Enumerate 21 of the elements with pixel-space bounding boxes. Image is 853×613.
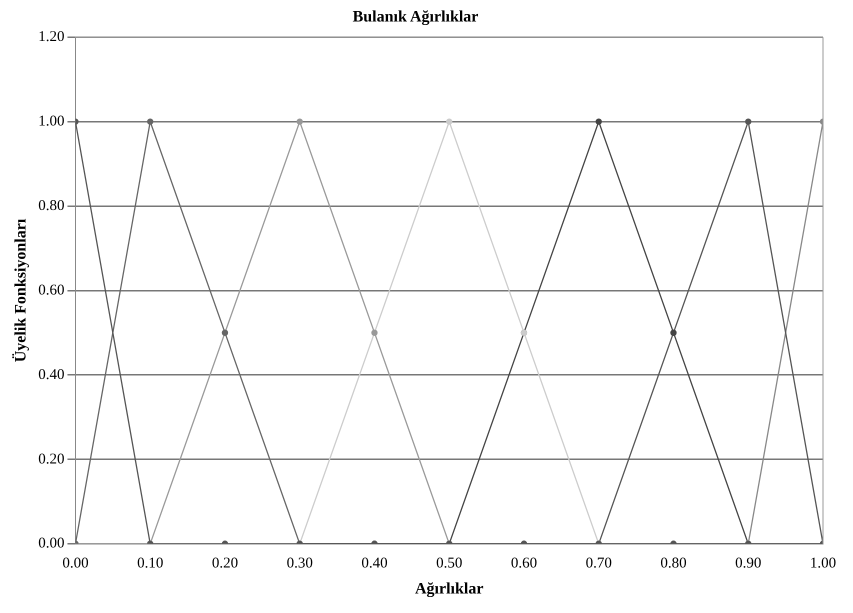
y-tick-label: 0.20 (38, 451, 64, 468)
y-tick-label: 0.60 (38, 282, 64, 298)
x-tick-label: 0.80 (660, 556, 687, 572)
x-tick-label: 0.50 (436, 556, 462, 572)
x-tick-label: 0.30 (286, 556, 313, 572)
x-tick-label: 0.40 (361, 556, 388, 572)
x-tick-label: 0.10 (137, 556, 164, 572)
x-tick-label: 0.00 (62, 556, 89, 572)
y-tick-label: 0.80 (38, 198, 64, 214)
x-tick-label: 0.90 (735, 556, 762, 572)
y-tick-label: 1.00 (38, 114, 64, 130)
x-tick-label: 1.00 (810, 556, 836, 572)
y-axis-title: Üyelik Fonksiyonları (12, 218, 30, 362)
x-tick-label: 0.20 (212, 556, 238, 572)
y-tick-label: 0.40 (38, 366, 64, 383)
y-tick-label: 1.20 (38, 29, 64, 46)
chart-title: Bulanık Ağırlıklar (352, 8, 478, 26)
x-axis-title: Ağırlıklar (415, 580, 484, 598)
x-tick-label: 0.70 (586, 556, 612, 572)
y-tick-label: 0.00 (38, 536, 64, 552)
x-tick-label: 0.60 (510, 556, 538, 572)
